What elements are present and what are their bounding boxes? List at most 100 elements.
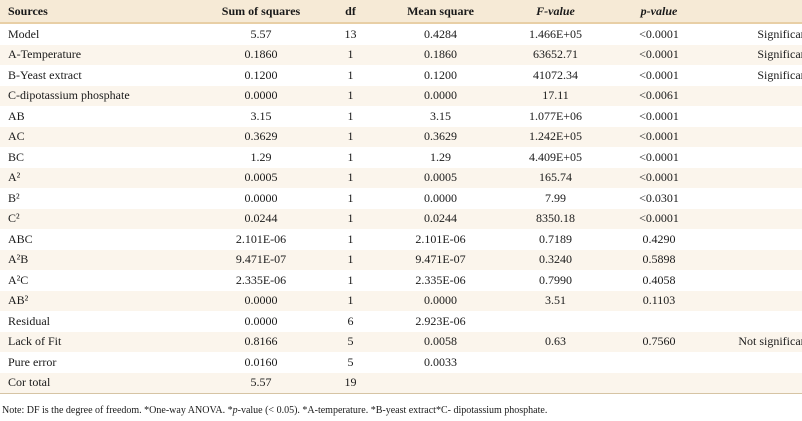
cell-p-value: <0.0001 — [639, 67, 679, 82]
cell-f-value — [498, 372, 613, 393]
cell-df: 1 — [318, 85, 383, 106]
cell-significance — [705, 249, 802, 270]
cell-df: 1 — [347, 231, 354, 246]
footnote-part1: Note: DF is the degree of freedom. *One-… — [2, 405, 233, 416]
header-f-value-text: F-value — [536, 3, 575, 18]
cell-source: Model — [8, 26, 40, 41]
cell-f-value: 4.409E+05 — [528, 149, 583, 164]
header-p-value: p-value — [613, 0, 705, 24]
cell-sum-of-squares: 2.335E-06 — [235, 272, 287, 287]
cell-p-value: 0.4290 — [642, 231, 676, 246]
cell-df: 1 — [318, 126, 383, 147]
table-row: A² 0.0005 1 0.0005 165.74 <0.0001 — [0, 167, 802, 188]
cell-df: 1 — [347, 272, 354, 287]
cell-source: C² — [0, 208, 204, 229]
cell-f-value: 8350.18 — [498, 208, 613, 229]
cell-mean-square: 0.0000 — [383, 290, 498, 311]
cell-sum-of-squares: 2.101E-06 — [235, 231, 287, 246]
table-row: A²B 9.471E-07 1 9.471E-07 0.3240 0.5898 — [0, 249, 802, 270]
cell-df: 19 — [318, 372, 383, 393]
cell-p-value: <0.0001 — [613, 44, 705, 65]
cell-mean-square: 2.101E-06 — [415, 231, 466, 246]
cell-source: Residual — [8, 313, 50, 328]
cell-sum-of-squares: 0.1200 — [244, 67, 278, 82]
cell-sum-of-squares: 0.0000 — [244, 190, 278, 205]
cell-source: A²C — [8, 272, 29, 287]
cell-df: 1 — [347, 149, 354, 164]
header-row: Sources Sum of squares df Mean square F-… — [0, 0, 802, 24]
cell-df: 1 — [347, 67, 354, 82]
cell-mean-square: 2.923E-06 — [415, 313, 466, 328]
cell-f-value: 17.11 — [498, 85, 613, 106]
cell-source: A²B — [0, 249, 204, 270]
cell-df: 5 — [347, 354, 354, 369]
table-footnote: Note: DF is the degree of freedom. *One-… — [2, 405, 547, 416]
table-body: Model 5.57 13 0.4284 1.466E+05 <0.0001 Signifi… — [0, 23, 802, 393]
cell-sum-of-squares: 5.57 — [204, 372, 318, 393]
table-row: Pure error 0.0160 5 0.0033 — [0, 352, 802, 373]
table-row: BC 1.29 1 1.29 4.409E+05 <0.0001 — [0, 147, 802, 168]
header-significance — [705, 0, 802, 24]
table-row: ABC 2.101E-06 1 2.101E-06 0.7189 0.4290 — [0, 229, 802, 250]
cell-sum-of-squares: 3.15 — [250, 108, 272, 123]
cell-df: 1 — [318, 249, 383, 270]
cell-source: B-Yeast extract — [8, 67, 82, 82]
cell-df: 1 — [318, 290, 383, 311]
cell-f-value: 0.7189 — [539, 231, 572, 246]
cell-source: B² — [8, 190, 20, 205]
cell-significance: Not significant — [705, 331, 802, 352]
cell-df: 5 — [318, 331, 383, 352]
table-row: Lack of Fit 0.8166 5 0.0058 0.63 0.7560 Not si… — [0, 331, 802, 352]
cell-mean-square: 2.335E-06 — [415, 272, 466, 287]
cell-f-value: 7.99 — [545, 190, 566, 205]
cell-p-value: 0.7560 — [613, 331, 705, 352]
cell-sum-of-squares: 9.471E-07 — [204, 249, 318, 270]
cell-f-value: 0.7990 — [539, 272, 572, 287]
cell-mean-square: 0.4284 — [424, 26, 457, 41]
cell-source: ABC — [8, 231, 33, 246]
cell-source: Cor total — [0, 372, 204, 393]
anova-table: Sources Sum of squares df Mean square F-… — [0, 0, 802, 393]
cell-source: Lack of Fit — [0, 331, 204, 352]
cell-mean-square: 0.1860 — [383, 44, 498, 65]
cell-p-value: <0.0061 — [613, 85, 705, 106]
cell-source: AB — [8, 108, 25, 123]
cell-mean-square: 0.0005 — [383, 167, 498, 188]
cell-mean-square: 0.0058 — [383, 331, 498, 352]
table-row: Cor total 5.57 19 — [0, 372, 802, 393]
cell-p-value: <0.0001 — [639, 108, 679, 123]
cell-f-value: 63652.71 — [498, 44, 613, 65]
cell-significance: Significant — [757, 67, 802, 82]
cell-p-value — [613, 311, 705, 332]
cell-source: C-dipotassium phosphate — [0, 85, 204, 106]
cell-p-value: 0.4058 — [642, 272, 676, 287]
cell-f-value: 1.077E+06 — [528, 108, 583, 123]
cell-df: 1 — [318, 44, 383, 65]
cell-mean-square: 0.3629 — [383, 126, 498, 147]
cell-sum-of-squares: 0.0244 — [204, 208, 318, 229]
table-row: Model 5.57 13 0.4284 1.466E+05 <0.0001 Signifi… — [0, 23, 802, 45]
cell-df: 1 — [318, 167, 383, 188]
table-row: B-Yeast extract 0.1200 1 0.1200 41072.34 <0.0… — [0, 65, 802, 86]
header-mean-square: Mean square — [383, 0, 498, 24]
table-row: Residual 0.0000 6 2.923E-06 — [0, 311, 802, 332]
header-sources: Sources — [0, 0, 204, 24]
cell-f-value: 0.3240 — [498, 249, 613, 270]
cell-df: 1 — [347, 190, 354, 205]
cell-sum-of-squares: 1.29 — [250, 149, 272, 164]
cell-sum-of-squares: 0.3629 — [204, 126, 318, 147]
table-row: C² 0.0244 1 0.0244 8350.18 <0.0001 — [0, 208, 802, 229]
cell-mean-square — [383, 372, 498, 393]
cell-sum-of-squares: 0.1860 — [204, 44, 318, 65]
cell-source: A-Temperature — [0, 44, 204, 65]
cell-significance — [705, 126, 802, 147]
table-bottom-rule — [0, 393, 802, 394]
cell-f-value: 3.51 — [498, 290, 613, 311]
cell-f-value: 165.74 — [498, 167, 613, 188]
cell-df: 1 — [347, 108, 354, 123]
cell-p-value: 0.5898 — [613, 249, 705, 270]
cell-significance — [705, 167, 802, 188]
cell-significance — [705, 188, 802, 209]
cell-f-value — [498, 311, 613, 332]
cell-df: 6 — [347, 313, 354, 328]
